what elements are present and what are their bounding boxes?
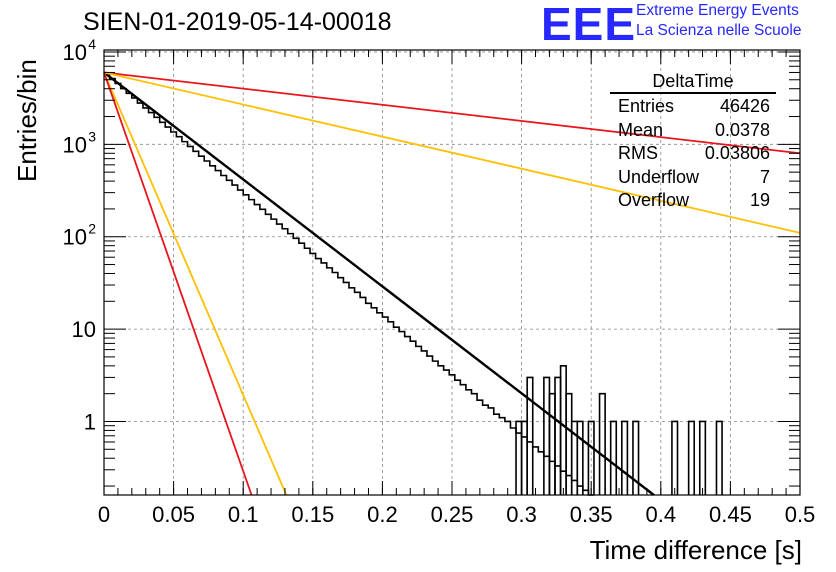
histogram-bin: [559, 365, 567, 495]
x-tick-label: 0: [98, 502, 110, 527]
stats-label: Entries: [618, 96, 675, 116]
x-tick-label: 0.05: [152, 502, 195, 527]
histogram-main: [104, 73, 594, 496]
chart-title: SIEN-01-2019-05-14-00018: [83, 8, 392, 36]
histogram-bin: [526, 376, 534, 495]
series-line: [103, 71, 655, 496]
fit-lines: [103, 71, 801, 496]
histogram-bin: [576, 420, 584, 495]
histogram-bin: [687, 420, 696, 495]
y-axis-label: Entries/bin: [12, 59, 42, 182]
histogram-bin: [543, 376, 551, 495]
y-tick-label: 10: [63, 132, 87, 157]
x-tick-label: 0.4: [646, 502, 677, 527]
grid-lines: [104, 50, 800, 495]
x-tick-label: 0.3: [506, 502, 537, 527]
histogram-bin: [621, 420, 629, 495]
logo-line-1: Extreme Energy Events: [636, 2, 799, 19]
histogram-bin: [554, 376, 562, 495]
y-tick-label: 10: [63, 225, 87, 250]
stats-value: 0.0378: [714, 119, 770, 140]
histogram-bin: [609, 420, 618, 495]
x-tick-label: 0.25: [431, 502, 474, 527]
histogram-bin: [698, 420, 707, 495]
tick-labels: 0 0.05 0.1 0.15 0.2 0.25 0.3 0.35 0.4 0.45 0.5 1 10 1…: [63, 36, 816, 527]
x-tick-label: 0.5: [785, 502, 816, 527]
histogram-bin: [632, 420, 640, 495]
y-tick-exponent: 3: [88, 128, 96, 144]
histogram-bin: [598, 392, 606, 495]
x-tick-label: 0.2: [367, 502, 398, 527]
stats-label: Overflow: [618, 190, 690, 210]
stats-value: 19: [749, 190, 770, 210]
y-tick-label: 10: [63, 40, 87, 65]
stats-label: Mean: [618, 119, 664, 140]
histogram-bin: [520, 420, 528, 495]
x-tick-label: 0.45: [709, 502, 752, 527]
series-line: [103, 71, 801, 234]
y-tick-exponent: 2: [88, 221, 96, 237]
series-line: [103, 71, 801, 155]
y-tick-label: 1: [84, 409, 96, 434]
histogram-bin: [565, 392, 573, 495]
series-line: [103, 72, 288, 496]
histogram-bin: [587, 420, 595, 495]
stats-title: DeltaTime: [610, 70, 776, 94]
x-tick-label: 0.1: [228, 502, 259, 527]
stats-row: Entries 46426: [610, 95, 776, 119]
stats-value: 7: [759, 166, 770, 187]
stats-label: RMS: [618, 143, 658, 163]
x-axis-label: Time difference [s]: [589, 535, 802, 565]
stats-row: Underflow 7: [610, 166, 776, 190]
stats-row: RMS 0.03806: [610, 142, 776, 166]
stats-row: Mean 0.0378: [610, 119, 776, 143]
stats-value: 0.03806: [704, 143, 770, 163]
stats-row: Overflow 19: [610, 189, 776, 213]
stats-label: Underflow: [618, 166, 700, 187]
y-tick-exponent: 4: [88, 36, 96, 52]
eee-logo: EEE: [541, 0, 637, 50]
series-line: [103, 72, 253, 496]
logo-line-2: La Scienza nelle Scuole: [636, 22, 802, 39]
x-tick-label: 0.15: [291, 502, 334, 527]
histogram: [104, 73, 723, 496]
stats-value: 46426: [719, 96, 770, 116]
y-tick-label: 10: [72, 317, 96, 342]
x-tick-label: 0.35: [570, 502, 613, 527]
stats-box: DeltaTime Entries 46426 Mean 0.0378 RMS …: [610, 70, 776, 213]
histogram-bin: [715, 420, 723, 495]
histogram-bin: [548, 392, 556, 495]
axis-ticks: [103, 50, 801, 495]
histogram-bin: [671, 420, 679, 495]
